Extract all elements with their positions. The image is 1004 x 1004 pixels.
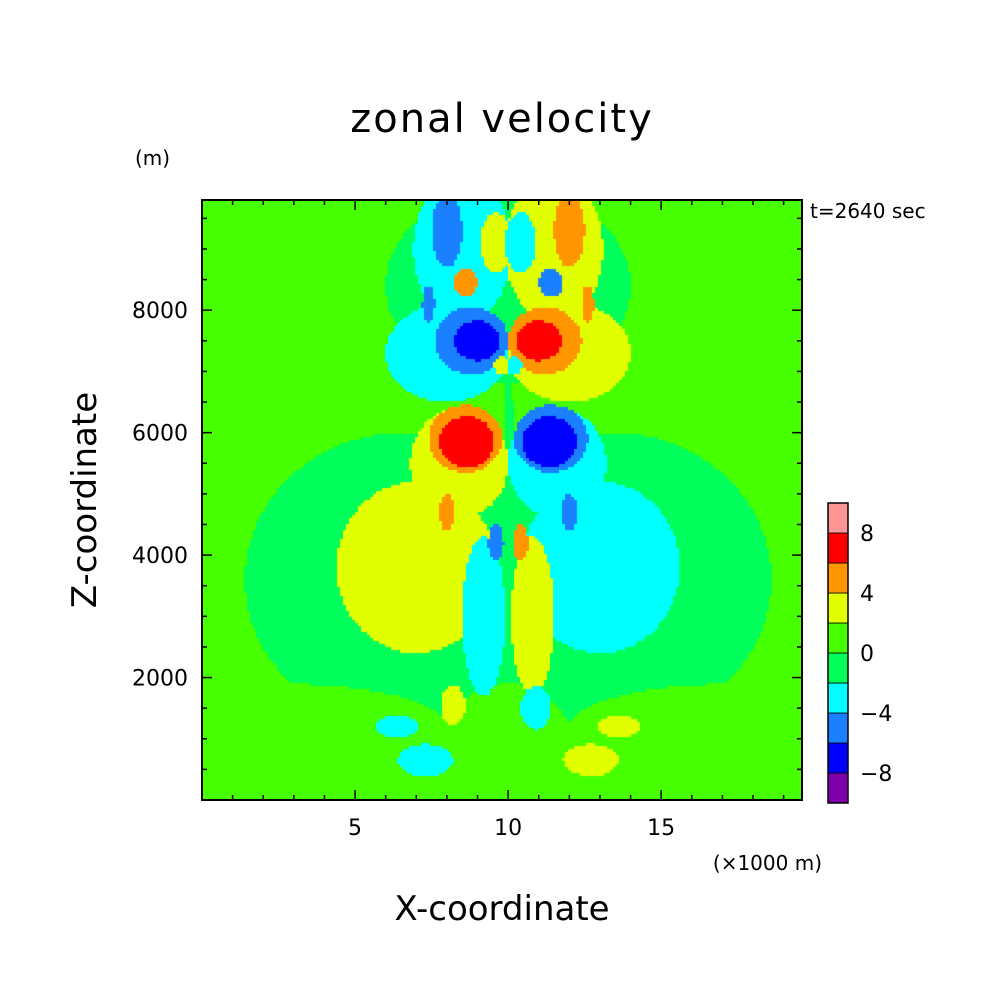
colorbar-label: 4 xyxy=(860,582,874,607)
y-tick-label: 4000 xyxy=(132,544,188,569)
y-unit-label: (m) xyxy=(135,146,170,170)
y-tick-label: 2000 xyxy=(132,667,188,692)
y-tick-label: 8000 xyxy=(132,299,188,324)
colorbar-frame xyxy=(827,502,849,804)
colorbar-swatch xyxy=(827,502,849,534)
colorbar-label: 8 xyxy=(860,522,874,547)
time-label: t=2640 sec xyxy=(810,199,926,223)
x-tick-label: 10 xyxy=(494,816,522,841)
colorbar-swatch xyxy=(827,712,849,744)
colorbar-swatch xyxy=(827,772,849,804)
x-unit-label: (×1000 m) xyxy=(713,851,822,875)
colorbar-label: −4 xyxy=(860,702,892,727)
axis-ticks xyxy=(202,200,802,800)
x-tick-labels: 5 10 15 xyxy=(348,816,675,841)
x-tick-label: 5 xyxy=(348,816,362,841)
y-axis-label: Z-coordinate xyxy=(65,392,105,608)
colorbar-swatch xyxy=(827,742,849,774)
colorbar-label: 0 xyxy=(860,642,874,667)
colorbar-swatch xyxy=(827,622,849,654)
chart-title: zonal velocity xyxy=(350,96,654,142)
colorbar-label: −8 xyxy=(860,762,892,787)
contour-field xyxy=(202,200,802,800)
plot-frame xyxy=(201,199,803,801)
x-tick-label: 15 xyxy=(647,816,675,841)
colorbar-swatch xyxy=(827,532,849,564)
colorbar-swatch xyxy=(827,592,849,624)
colorbar-swatch xyxy=(827,652,849,684)
y-tick-labels: 2000 4000 6000 8000 xyxy=(132,299,188,691)
colorbar-swatch xyxy=(827,682,849,714)
plot-area xyxy=(202,200,802,800)
colorbar-swatch xyxy=(827,562,849,594)
x-axis-label: X-coordinate xyxy=(394,889,609,929)
colorbar: −8 −4 0 4 8 xyxy=(827,502,892,804)
y-tick-label: 6000 xyxy=(132,422,188,447)
